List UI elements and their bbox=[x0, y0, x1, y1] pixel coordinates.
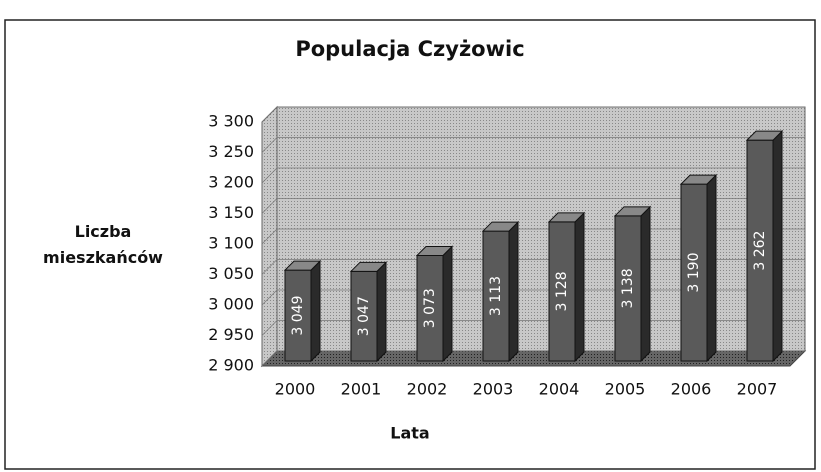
bar-top bbox=[283, 260, 322, 271]
y-tick-label: 2 950 bbox=[208, 325, 254, 344]
grid-line bbox=[261, 198, 805, 214]
bar-top bbox=[481, 221, 520, 232]
bar-top bbox=[349, 261, 388, 272]
value-label: 3 138 bbox=[620, 268, 636, 308]
bar-side bbox=[574, 211, 585, 363]
x-tick-label: 2000 bbox=[275, 380, 316, 399]
x-tick-label: 2004 bbox=[539, 380, 580, 399]
value-label: 3 047 bbox=[356, 296, 372, 336]
chart-title: Populacja Czyżowic bbox=[295, 37, 524, 61]
y-tick-label: 3 000 bbox=[208, 295, 254, 314]
bar-side bbox=[442, 245, 453, 363]
bar-side bbox=[376, 261, 387, 363]
floor bbox=[260, 350, 807, 367]
bar-side bbox=[640, 205, 651, 363]
value-label: 3 128 bbox=[554, 271, 570, 311]
bar bbox=[548, 221, 576, 362]
bar-side bbox=[508, 220, 519, 363]
y-axis-label: Liczba mieszkańców bbox=[43, 222, 163, 267]
value-label: 3 049 bbox=[290, 296, 306, 336]
value-label: 3 262 bbox=[752, 231, 768, 271]
y-tick-label: 3 150 bbox=[208, 203, 254, 222]
bar-top bbox=[613, 206, 652, 217]
x-tick-label: 2001 bbox=[341, 380, 382, 399]
value-label: 3 073 bbox=[422, 288, 438, 328]
bar-side bbox=[706, 173, 717, 363]
x-tick-label: 2003 bbox=[473, 380, 514, 399]
value-label: 3 113 bbox=[488, 276, 504, 316]
y-tick-label: 3 300 bbox=[208, 112, 254, 131]
bar-top bbox=[547, 212, 586, 223]
bar-top bbox=[679, 174, 718, 185]
x-tick-label: 2006 bbox=[671, 380, 712, 399]
bar-side bbox=[310, 259, 321, 363]
grid-line bbox=[261, 106, 805, 123]
grid-line bbox=[261, 137, 805, 153]
bar-top bbox=[745, 130, 784, 141]
bar bbox=[614, 215, 642, 362]
x-axis-label: Lata bbox=[390, 424, 429, 443]
plot: Liczba mieszkańców 2 900 2 950 3 000 3 050 3 1… bbox=[43, 105, 807, 399]
bar bbox=[746, 139, 774, 362]
x-tick-label: 2002 bbox=[407, 380, 448, 399]
bar-top bbox=[415, 245, 454, 256]
y-tick-label: 3 200 bbox=[208, 173, 254, 192]
bar-side bbox=[772, 129, 783, 363]
value-label: 3 190 bbox=[686, 253, 702, 293]
bar bbox=[350, 270, 378, 362]
grid-line bbox=[261, 167, 805, 184]
y-tick-label: 3 100 bbox=[208, 234, 254, 253]
x-tick-label: 2007 bbox=[737, 380, 778, 399]
y-tick-label: 3 250 bbox=[208, 142, 254, 161]
y-tick-label: 3 050 bbox=[208, 264, 254, 283]
y-tick-label: 2 900 bbox=[208, 356, 254, 375]
x-tick-label: 2005 bbox=[605, 380, 646, 399]
